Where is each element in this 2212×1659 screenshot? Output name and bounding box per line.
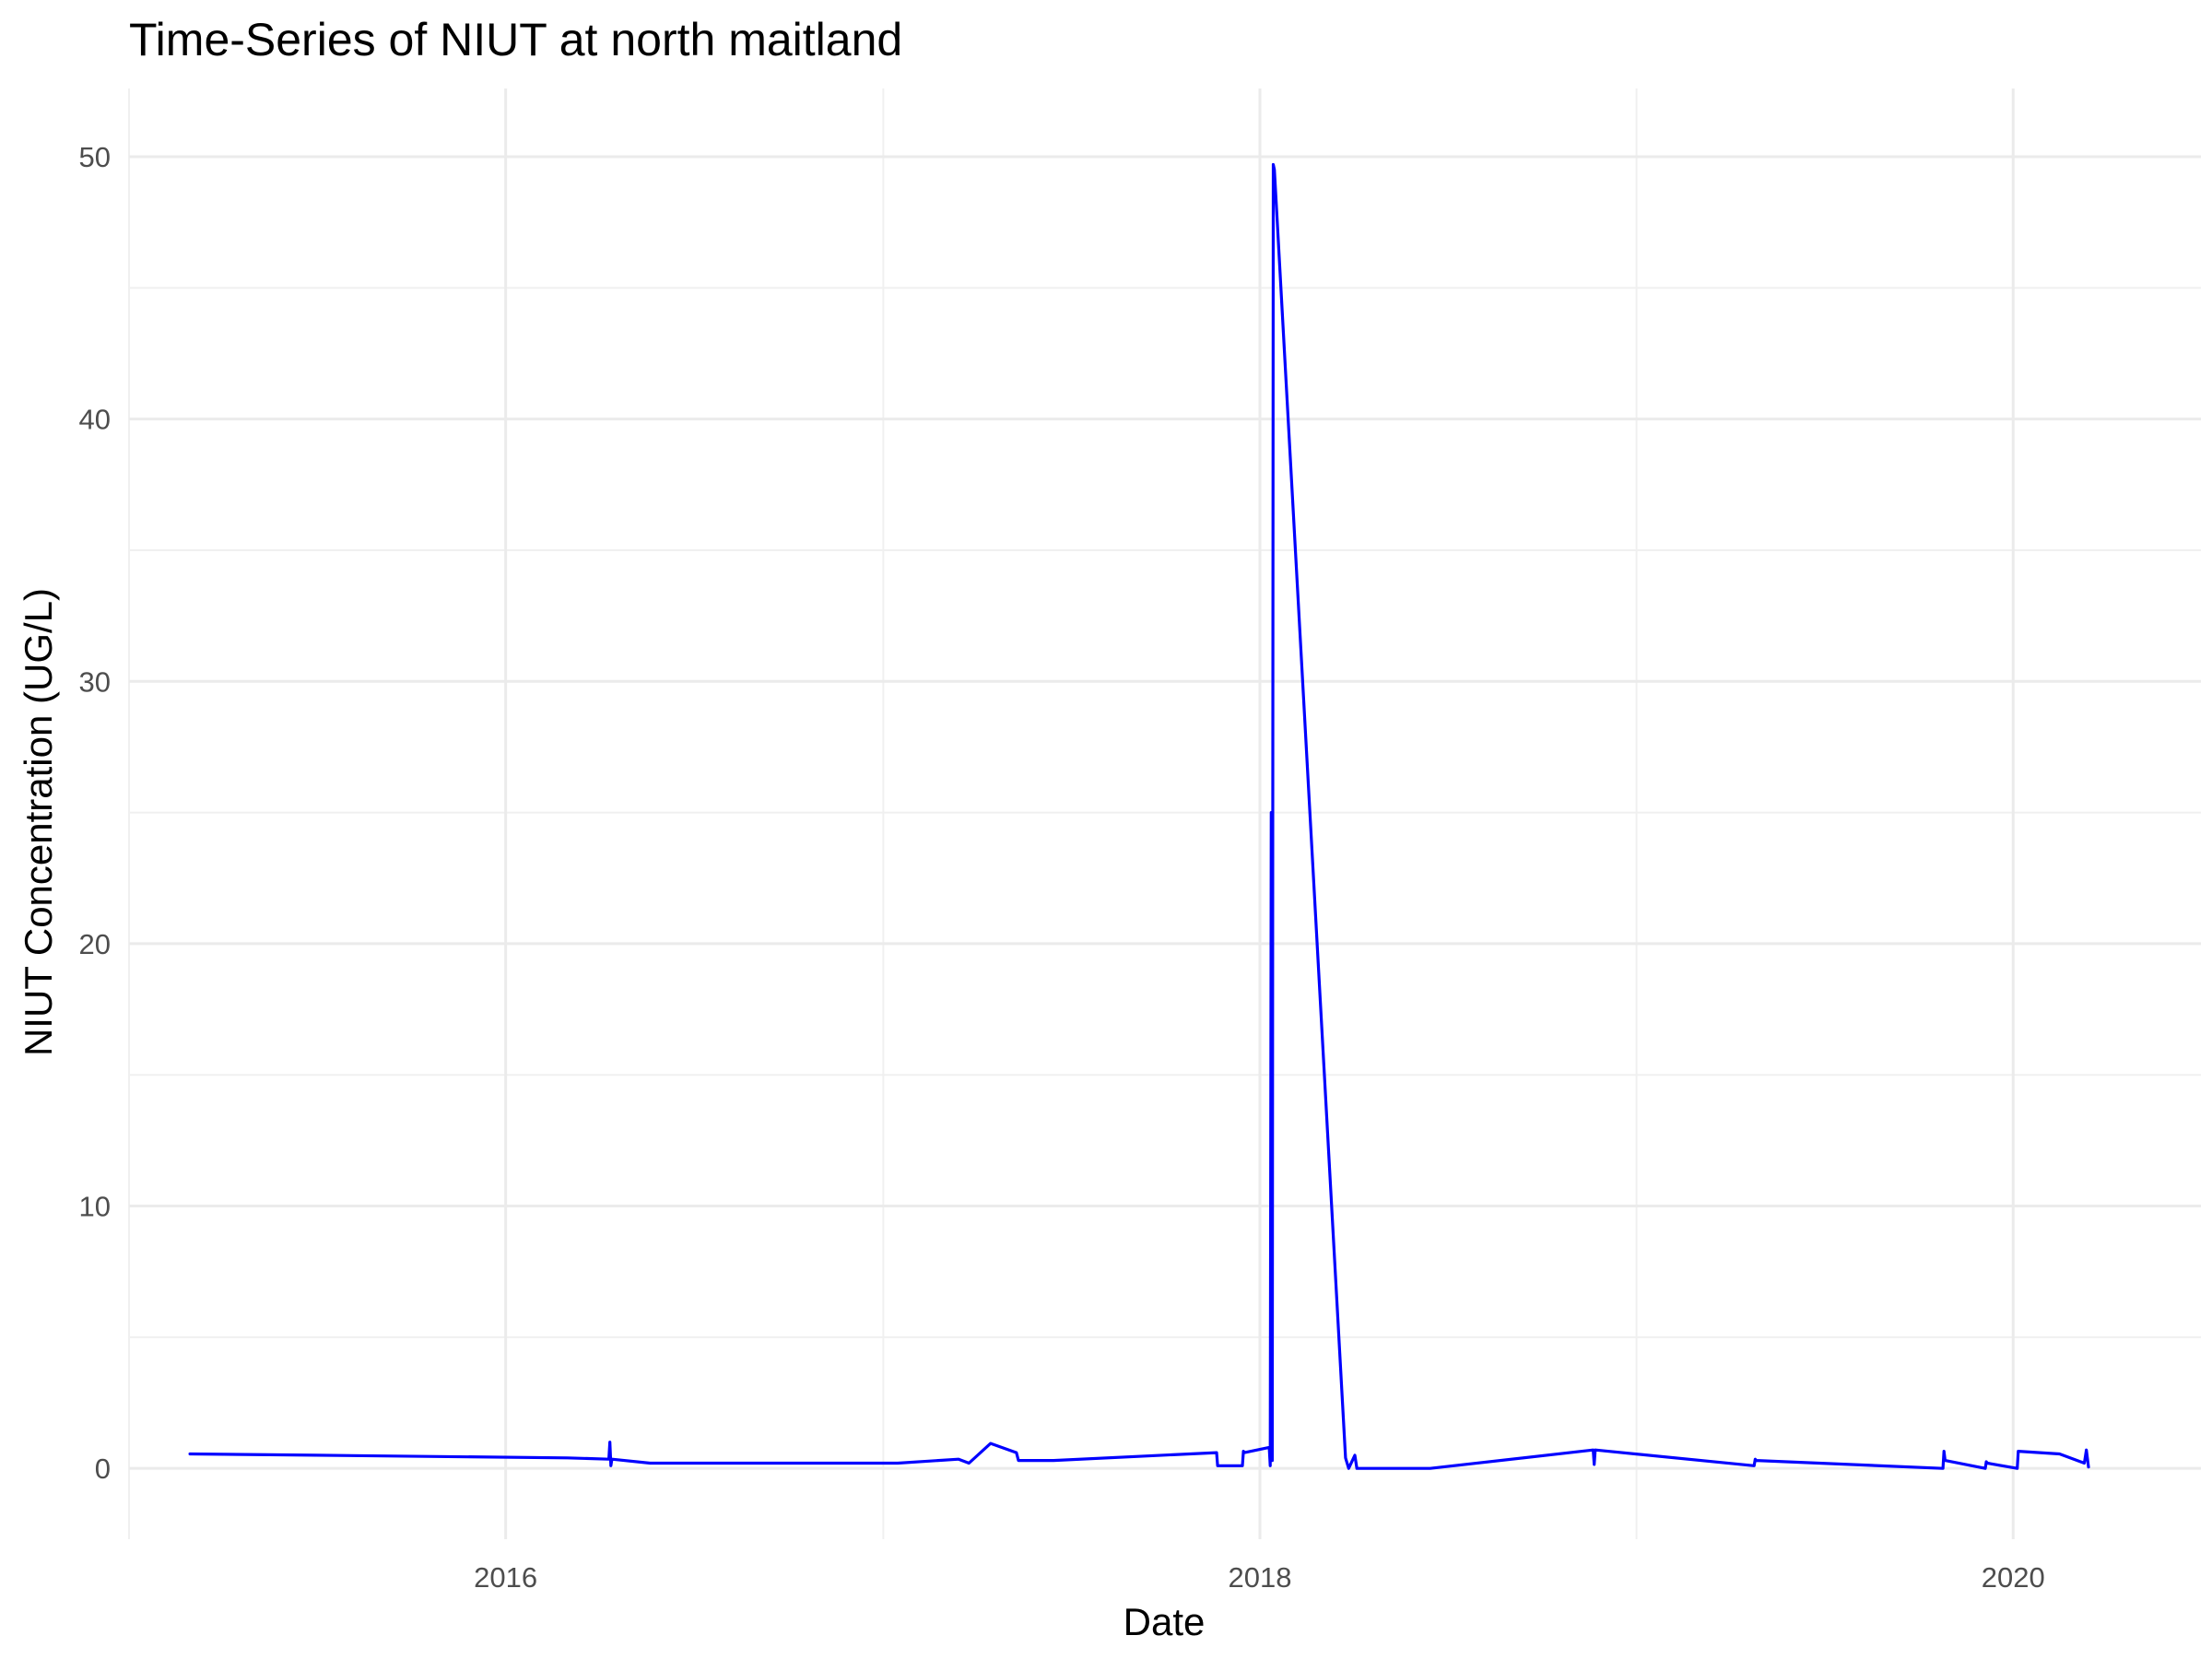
y-tick-label: 30 xyxy=(79,665,111,698)
grid-major xyxy=(129,88,2201,1539)
series-line xyxy=(188,162,2090,1470)
y-tick-label: 20 xyxy=(79,928,111,960)
chart-title: Time-Series of NIUT at north maitland xyxy=(129,14,903,65)
y-tick-label: 0 xyxy=(95,1453,111,1485)
x-tick-label: 2018 xyxy=(1229,1561,1292,1594)
x-tick-labels: 2016 2018 2020 xyxy=(474,1561,2045,1594)
y-tick-label: 50 xyxy=(79,141,111,173)
y-tick-labels: 0 10 20 30 40 50 xyxy=(79,141,111,1485)
x-tick-label: 2020 xyxy=(1982,1561,2045,1594)
x-axis-title: Date xyxy=(1124,1600,1206,1643)
y-axis-title: NIUT Concentration (UG/L) xyxy=(17,588,60,1056)
y-tick-label: 40 xyxy=(79,404,111,436)
series-layer xyxy=(188,162,2090,1470)
grid-minor xyxy=(128,88,2201,1539)
x-tick-label: 2016 xyxy=(474,1561,537,1594)
y-tick-label: 10 xyxy=(79,1191,111,1223)
